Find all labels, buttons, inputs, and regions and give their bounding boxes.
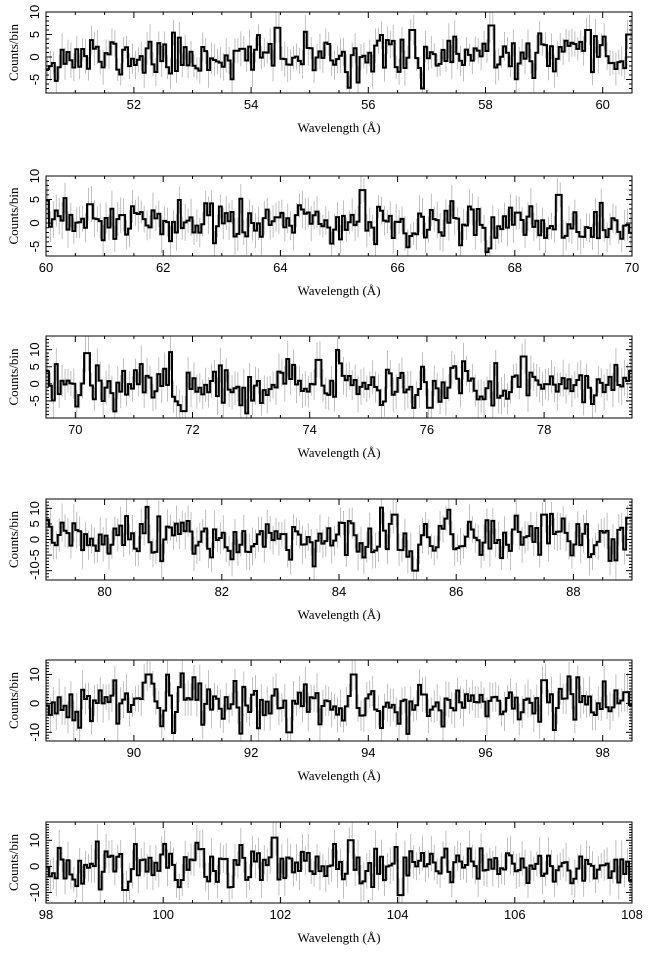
x-tick-label: 62 [156,260,170,275]
x-tick-label: 104 [387,907,409,922]
spectrum-step-line [46,24,632,90]
y-tick-label: 10 [27,169,42,183]
y-axis-label: Counts/bin [6,187,21,245]
x-tick-label: 70 [68,422,82,437]
x-tick-label: 106 [504,907,526,922]
y-axis-label: Counts/bin [6,671,21,729]
x-axis-label: Wavelength (Å) [297,930,380,945]
x-axis-label: Wavelength (Å) [297,120,380,135]
y-tick-label: 5 [27,363,42,370]
x-tick-label: 102 [270,907,292,922]
x-tick-label: 74 [302,422,316,437]
x-tick-label: 86 [449,584,463,599]
spectrum-step-line [46,189,632,254]
x-tick-label: 90 [127,745,141,760]
x-tick-label: 80 [97,584,111,599]
y-tick-label: 5 [27,520,42,527]
x-tick-label: 98 [595,745,609,760]
y-tick-label: 10 [27,342,42,356]
x-tick-label: 98 [39,907,53,922]
y-tick-label: -10 [27,723,42,742]
y-tick-label: -10 [27,561,42,580]
spectrum-step-line [46,348,632,415]
plot-frame [45,175,633,257]
y-tick-label: 5 [27,196,42,203]
y-tick-label: -5 [27,241,42,253]
x-tick-label: 88 [566,584,580,599]
spectrum-step-line [46,672,632,735]
error-bars [47,336,631,418]
spectrum-step-line [46,836,632,897]
plot-frame [45,11,633,94]
x-tick-label: 60 [39,260,53,275]
y-tick-label: 0 [27,219,42,226]
y-tick-label: -5 [27,395,42,407]
y-tick-label: 10 [27,667,42,681]
y-tick-label: -5 [27,549,42,561]
x-tick-label: 70 [625,260,639,275]
error-bars [47,176,631,256]
spectrum-panel: 80 82 84 86 88 -10-5 0 5 10 Wavelength (Å) Counts/… [6,498,633,622]
spectrum-panel: 98 100 102 104 106 108 -10 0 10 Wavelength (Å) Cou… [6,821,643,945]
x-tick-label: 52 [127,97,141,112]
x-tick-label: 72 [185,422,199,437]
spectrum-step-line [46,505,632,572]
x-tick-label: 68 [508,260,522,275]
y-tick-label: 5 [27,31,42,38]
x-tick-label: 56 [361,97,375,112]
x-tick-label: 108 [621,907,643,922]
y-tick-label: 0 [27,863,42,870]
y-tick-label: 0 [27,53,42,60]
x-tick-label: 82 [215,584,229,599]
x-tick-label: 66 [390,260,404,275]
y-tick-label: -5 [27,74,42,86]
x-minor-ticks [45,176,633,256]
error-bars [47,12,631,93]
x-tick-label: 54 [244,97,258,112]
x-tick-label: 60 [595,97,609,112]
y-axis-label: Counts/bin [6,510,21,568]
y-tick-label: 10 [27,833,42,847]
x-tick-label: 84 [332,584,346,599]
spectrum-panel: 70 72 74 76 78 -5 0 5 10 Wavelength (Å) Counts/bin [6,335,633,460]
spectrum-panel: 90 92 94 96 98 -10 0 10 Wavelength (Å) Counts/bin [6,659,633,783]
x-tick-label: 58 [478,97,492,112]
y-axis-label: Counts/bin [6,348,21,406]
spectrum-panel: 52 54 56 58 60 -5 0 5 10 Wavelength (Å) Counts/bin [6,5,633,135]
x-tick-label: 64 [273,260,287,275]
x-axis-label: Wavelength (Å) [297,607,380,622]
y-tick-label: 0 [27,700,42,707]
y-tick-label: 10 [27,501,42,515]
y-axis-label: Counts/bin [6,833,21,891]
x-minor-ticks [45,336,633,418]
error-bars [47,660,631,741]
x-tick-label: 76 [420,422,434,437]
y-tick-label: -10 [27,883,42,902]
y-axis-label: Counts/bin [6,23,21,81]
x-axis-label: Wavelength (Å) [297,768,380,783]
x-tick-label: 94 [361,745,375,760]
spectrum-panel: 60 62 64 66 68 70 -5 0 5 10 Wavelength (Å) Counts/b… [6,169,639,298]
x-minor-ticks [45,12,633,93]
x-tick-label: 92 [244,745,258,760]
x-axis-label: Wavelength (Å) [297,445,380,460]
x-tick-label: 96 [478,745,492,760]
x-tick-label: 100 [152,907,174,922]
error-bars [47,499,631,580]
y-tick-label: 0 [27,536,42,543]
x-axis-label: Wavelength (Å) [297,283,380,298]
x-tick-label: 78 [537,422,551,437]
y-tick-label: 0 [27,380,42,387]
y-tick-label: 10 [27,5,42,19]
